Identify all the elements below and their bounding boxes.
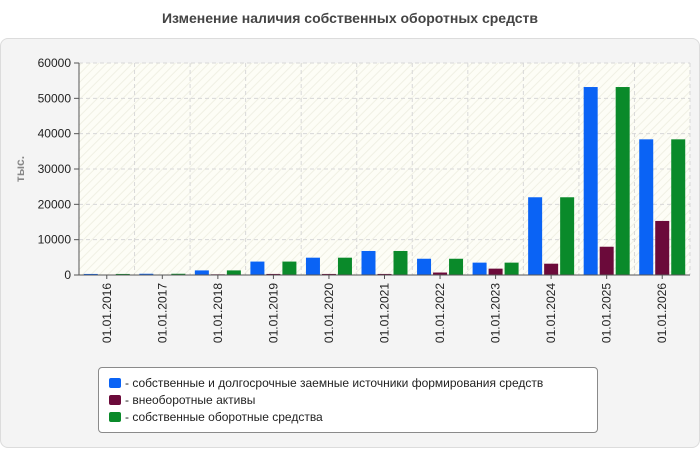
x-tick-label: 01.01.2026 <box>655 283 669 343</box>
bar-1-01.01.2026 <box>639 139 654 275</box>
legend-item-3: - собственные оборотные средства <box>109 408 587 425</box>
legend-swatch <box>109 411 121 422</box>
bar-1-01.01.2021 <box>361 250 376 275</box>
bar-1-01.01.2020 <box>305 257 320 275</box>
legend-label: - собственные оборотные средства <box>125 409 323 424</box>
x-tick-label: 01.01.2025 <box>600 283 614 343</box>
bar-1-01.01.2022 <box>417 258 432 275</box>
y-tick-label: 10000 <box>38 233 72 247</box>
x-tick-label: 01.01.2018 <box>211 283 225 343</box>
bar-1-01.01.2024 <box>528 197 543 275</box>
bar-1-01.01.2019 <box>250 261 265 275</box>
y-tick-label: 40000 <box>38 127 72 141</box>
bar-3-01.01.2021 <box>393 250 408 275</box>
bar-3-01.01.2023 <box>504 262 519 275</box>
bar-2-01.01.2020 <box>321 273 336 275</box>
bar-1-01.01.2025 <box>583 87 598 275</box>
x-tick-label: 01.01.2016 <box>100 283 114 343</box>
x-tick-label: 01.01.2017 <box>155 283 169 343</box>
bar-3-01.01.2025 <box>615 87 630 275</box>
bar-3-01.01.2020 <box>337 257 352 275</box>
x-tick-label: 01.01.2019 <box>266 283 280 343</box>
bar-3-01.01.2016 <box>115 273 130 275</box>
legend-item-1: - собственные и долгосрочные заемные ист… <box>109 374 587 391</box>
bar-3-01.01.2024 <box>560 197 575 275</box>
y-axis-label: тыс. <box>13 156 27 182</box>
bar-2-01.01.2025 <box>599 246 614 275</box>
bar-2-01.01.2021 <box>377 273 392 275</box>
bar-1-01.01.2017 <box>139 273 154 275</box>
chart-legend: - собственные и долгосрочные заемные ист… <box>98 367 598 433</box>
legend-item-2: - внеоборотные активы <box>109 391 587 408</box>
bar-2-01.01.2023 <box>488 268 503 275</box>
bar-3-01.01.2019 <box>282 261 297 275</box>
bar-1-01.01.2018 <box>194 270 209 275</box>
legend-label: - собственные и долгосрочные заемные ист… <box>125 375 544 390</box>
legend-label: - внеоборотные активы <box>125 392 256 407</box>
y-tick-label: 30000 <box>38 162 72 176</box>
y-tick-label: 50000 <box>38 91 72 105</box>
y-tick-label: 60000 <box>38 56 72 70</box>
bar-2-01.01.2026 <box>655 220 670 275</box>
bar-3-01.01.2017 <box>171 273 186 275</box>
x-tick-label: 01.01.2024 <box>544 283 558 343</box>
x-tick-label: 01.01.2020 <box>322 283 336 343</box>
bar-3-01.01.2018 <box>226 270 241 275</box>
bar-3-01.01.2022 <box>449 258 464 275</box>
x-tick-label: 01.01.2022 <box>433 283 447 343</box>
x-tick-label: 01.01.2023 <box>489 283 503 343</box>
legend-swatch <box>109 394 121 405</box>
bar-1-01.01.2023 <box>472 262 487 275</box>
bar-3-01.01.2026 <box>671 139 686 275</box>
bar-1-01.01.2016 <box>83 273 98 275</box>
chart-title: Изменение наличия собственных оборотных … <box>161 10 539 26</box>
y-tick-label: 0 <box>64 268 71 282</box>
x-tick-label: 01.01.2021 <box>378 283 392 343</box>
bar-2-01.01.2022 <box>433 272 448 275</box>
y-tick-label: 20000 <box>38 197 72 211</box>
legend-swatch <box>109 377 121 388</box>
bar-2-01.01.2019 <box>266 273 281 275</box>
bar-2-01.01.2024 <box>544 263 559 275</box>
